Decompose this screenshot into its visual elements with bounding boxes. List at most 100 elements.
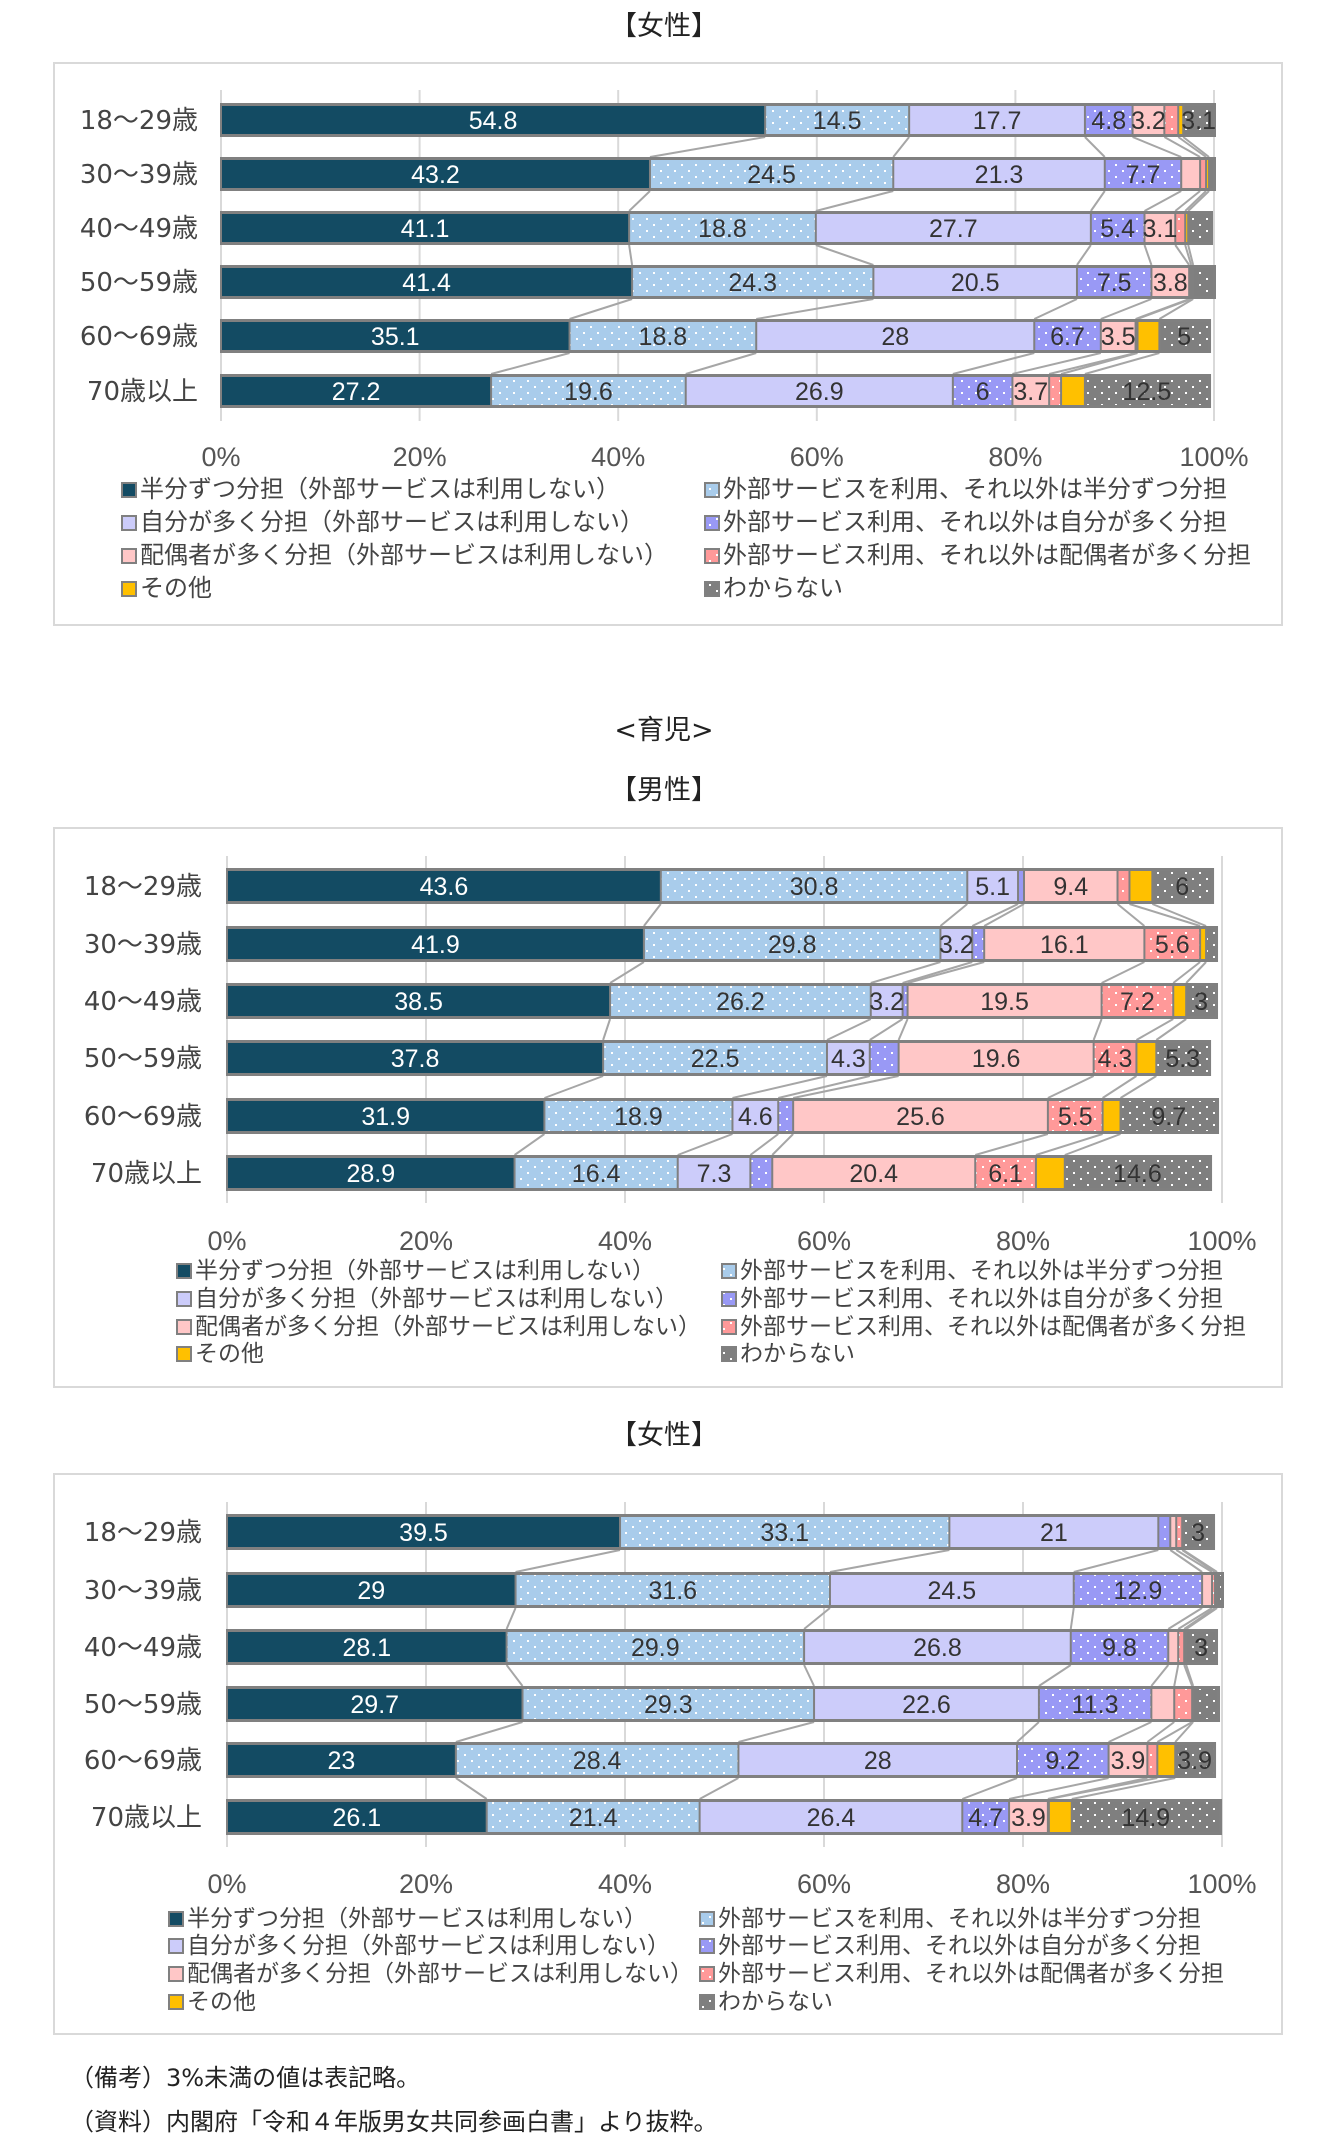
series-connector-line xyxy=(1187,190,1210,212)
legend-swatch xyxy=(121,515,137,531)
series-connector-line xyxy=(602,1018,612,1041)
series-connector-line xyxy=(1143,244,1153,266)
category-label: 30～39歳 xyxy=(84,1576,202,1606)
data-label: 5.6 xyxy=(1155,931,1190,959)
legend-label: 外部サービスを利用、それ以外は半分ずつ分担 xyxy=(723,475,1227,503)
bar-segment xyxy=(1072,1802,1220,1832)
bar-segment xyxy=(630,214,815,242)
bar-segment xyxy=(633,268,873,296)
series-connector-line xyxy=(643,903,662,927)
data-label: 24.5 xyxy=(747,161,796,189)
series-connector-line xyxy=(732,1075,828,1099)
series-connector-line xyxy=(1167,1607,1203,1630)
data-label: 3.9 xyxy=(1111,1747,1146,1775)
series-connector-line xyxy=(628,190,651,212)
data-label: 5.1 xyxy=(975,873,1010,901)
x-tick-label: 20% xyxy=(399,1869,453,1899)
legend-label: 外部サービス利用、それ以外は自分が多く分担 xyxy=(718,1933,1201,1959)
series-connector-line xyxy=(1047,1075,1095,1099)
series-connector-line xyxy=(1092,1018,1103,1041)
data-label: 20.4 xyxy=(849,1160,898,1188)
series-connector-line xyxy=(1185,1607,1218,1630)
bar-segment xyxy=(985,929,1144,959)
bar-segment xyxy=(1176,214,1185,242)
bar-segment xyxy=(968,871,1018,901)
bar-segment xyxy=(621,1517,949,1547)
data-label: 6 xyxy=(976,378,990,406)
data-label: 22.6 xyxy=(902,1691,951,1719)
data-label: 29 xyxy=(357,1577,385,1605)
series-connector-line xyxy=(1169,1549,1203,1573)
bar-segment xyxy=(1048,1101,1102,1131)
data-label: 5.5 xyxy=(1058,1103,1093,1131)
data-label: 3.9 xyxy=(1011,1804,1046,1832)
data-label: 37.8 xyxy=(391,1045,440,1073)
bar-segment xyxy=(751,1158,772,1188)
bar-segment xyxy=(1018,1745,1108,1775)
x-tick-label: 100% xyxy=(1179,442,1248,472)
data-label: 29.7 xyxy=(350,1691,399,1719)
data-label: 7.3 xyxy=(697,1160,732,1188)
series-connector-line xyxy=(897,1018,909,1041)
legend-label: 外部サービスを利用、それ以外は半分ずつ分担 xyxy=(740,1258,1223,1284)
bar-segment xyxy=(1182,160,1200,188)
legend-swatch xyxy=(121,482,137,498)
data-label: 26.1 xyxy=(333,1804,382,1832)
series-connector-line xyxy=(1076,244,1092,266)
bar-segment xyxy=(1103,1101,1120,1131)
series-connector-line xyxy=(792,1075,899,1099)
series-connector-line xyxy=(628,244,634,266)
data-label: 3.1 xyxy=(1181,107,1216,135)
series-connector-line xyxy=(1187,244,1195,266)
bar-segment xyxy=(1036,1158,1064,1188)
series-connector-line xyxy=(544,1075,604,1099)
bar-segment xyxy=(976,1158,1035,1188)
series-connector-line xyxy=(1177,136,1207,158)
bar-segment xyxy=(228,1517,620,1547)
series-connector-line xyxy=(649,136,766,158)
series-connector-line xyxy=(952,352,1035,375)
bar-segment xyxy=(1187,986,1216,1016)
bar-segment xyxy=(604,1043,826,1073)
series-connector-line xyxy=(907,961,985,984)
category-label: 70歳以上 xyxy=(91,1159,202,1189)
data-label: 26.2 xyxy=(716,988,765,1016)
bar-segment xyxy=(1074,1575,1202,1605)
bar-segment xyxy=(899,1043,1093,1073)
bar-segment xyxy=(1194,268,1213,296)
legend-label: 外部サービス利用、それ以外は自分が多く分担 xyxy=(723,508,1227,536)
bar-segment xyxy=(1145,929,1200,959)
category-label: 50～59歳 xyxy=(80,268,198,298)
bar-segment xyxy=(894,160,1104,188)
bar-segment xyxy=(1175,1689,1192,1719)
series-connector-line xyxy=(1064,1133,1121,1156)
bar-segment xyxy=(1145,214,1175,242)
legend-label: 外部サービス利用、それ以外は配偶者が多く分担 xyxy=(723,541,1251,569)
legend-swatch xyxy=(721,1346,737,1362)
series-connector-line xyxy=(1144,190,1182,212)
data-label: 19.6 xyxy=(564,378,613,406)
data-label: 25.6 xyxy=(896,1103,945,1131)
bar-segment xyxy=(650,160,893,188)
data-label: 4.3 xyxy=(831,1045,866,1073)
legend-swatch xyxy=(721,1263,737,1279)
series-connector-line xyxy=(803,1607,831,1630)
series-connector-line xyxy=(1155,1018,1187,1041)
data-label: 5 xyxy=(1177,323,1191,351)
data-label: 3.5 xyxy=(1101,323,1136,351)
x-tick-label: 40% xyxy=(598,1869,652,1899)
bar-segment xyxy=(805,1632,1070,1662)
series-connector-line xyxy=(869,1018,904,1041)
bar-segment xyxy=(827,1043,869,1073)
bar-segment xyxy=(700,1802,962,1832)
bar-segment xyxy=(1137,1043,1156,1073)
bar-segment xyxy=(908,986,1101,1016)
legend-label: わからない xyxy=(740,1341,855,1367)
category-label: 18～29歳 xyxy=(84,1518,202,1548)
x-tick-label: 0% xyxy=(201,442,240,472)
data-label: 21.4 xyxy=(569,1804,618,1832)
series-connector-line xyxy=(1108,1721,1152,1743)
legend-label: 自分が多く分担（外部サービスは利用しない） xyxy=(187,1933,670,1959)
bar-segment xyxy=(794,1101,1047,1131)
legend-label: その他 xyxy=(140,574,212,602)
